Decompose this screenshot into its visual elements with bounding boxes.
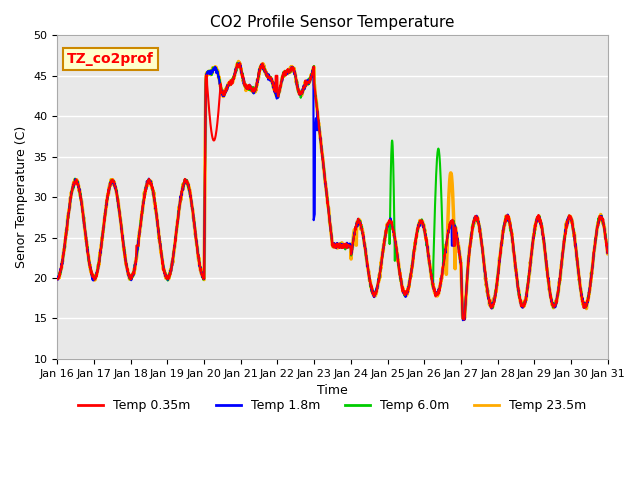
Temp 0.35m <box>588 267 596 273</box>
Temp 23.5m <box>604 251 611 257</box>
Temp 1.8m <box>459 317 467 323</box>
Temp 23.5m <box>235 59 243 64</box>
Temp 1.8m <box>54 275 61 280</box>
Temp 0.35m <box>588 266 596 272</box>
Temp 6.0m <box>460 317 467 323</box>
Temp 6.0m <box>307 74 314 80</box>
Temp 0.35m <box>604 250 611 256</box>
Temp 1.8m <box>487 303 495 309</box>
Temp 1.8m <box>307 75 314 81</box>
Temp 23.5m <box>321 180 329 186</box>
Temp 6.0m <box>234 60 241 66</box>
Temp 1.8m <box>604 249 611 254</box>
Temp 0.35m <box>82 231 90 237</box>
X-axis label: Time: Time <box>317 384 348 397</box>
Temp 0.35m <box>321 179 329 185</box>
Temp 1.8m <box>588 266 596 272</box>
Temp 0.35m <box>460 317 468 323</box>
Line: Temp 1.8m: Temp 1.8m <box>58 63 607 320</box>
Title: CO2 Profile Sensor Temperature: CO2 Profile Sensor Temperature <box>211 15 455 30</box>
Temp 23.5m <box>54 273 61 279</box>
Temp 6.0m <box>588 267 596 273</box>
Temp 6.0m <box>487 301 495 307</box>
Line: Temp 23.5m: Temp 23.5m <box>58 61 607 319</box>
Temp 1.8m <box>236 60 243 66</box>
Text: TZ_co2prof: TZ_co2prof <box>67 52 154 66</box>
Temp 0.35m <box>54 276 61 282</box>
Temp 6.0m <box>604 249 611 255</box>
Legend: Temp 0.35m, Temp 1.8m, Temp 6.0m, Temp 23.5m: Temp 0.35m, Temp 1.8m, Temp 6.0m, Temp 2… <box>74 395 592 418</box>
Temp 6.0m <box>588 265 596 271</box>
Temp 23.5m <box>588 265 596 271</box>
Temp 23.5m <box>307 74 314 80</box>
Line: Temp 6.0m: Temp 6.0m <box>58 63 607 320</box>
Y-axis label: Senor Temperature (C): Senor Temperature (C) <box>15 126 28 268</box>
Temp 23.5m <box>487 303 495 309</box>
Temp 0.35m <box>307 74 314 80</box>
Line: Temp 0.35m: Temp 0.35m <box>58 63 607 320</box>
Temp 23.5m <box>460 316 467 322</box>
Temp 0.35m <box>236 60 244 66</box>
Temp 23.5m <box>588 269 596 275</box>
Temp 0.35m <box>487 304 495 310</box>
Temp 1.8m <box>588 270 596 276</box>
Temp 23.5m <box>82 231 90 237</box>
Temp 1.8m <box>82 231 90 237</box>
Temp 6.0m <box>82 231 90 237</box>
Temp 6.0m <box>321 179 329 184</box>
Temp 6.0m <box>54 275 61 281</box>
Temp 1.8m <box>321 181 329 187</box>
